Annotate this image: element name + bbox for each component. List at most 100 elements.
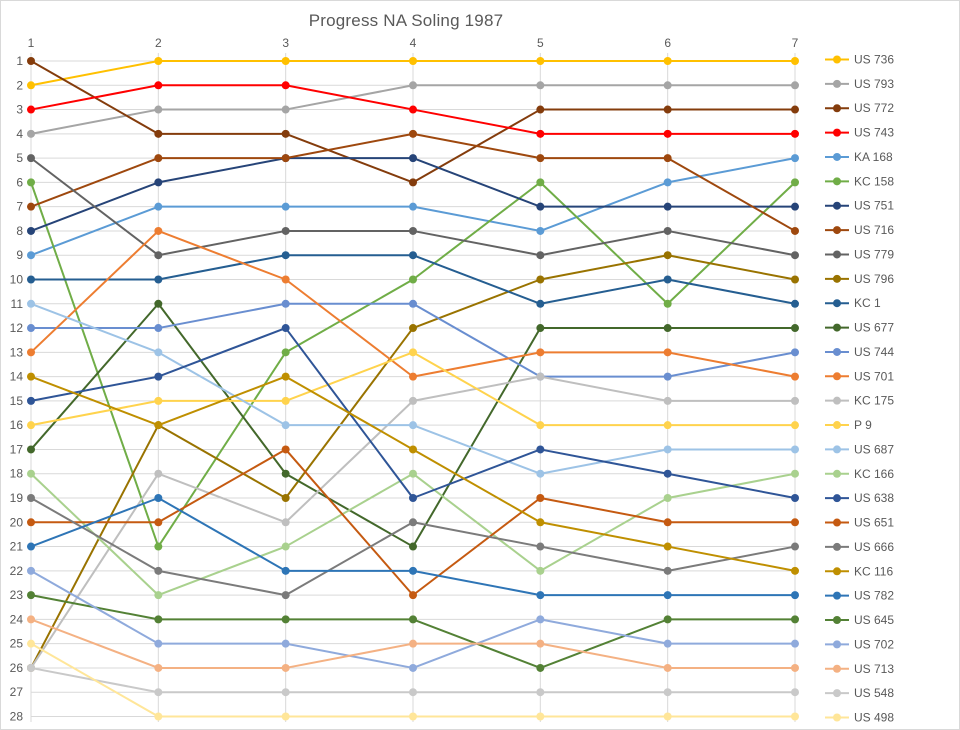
legend-swatch-dot-us-702 [833, 640, 841, 649]
series-point-us-736 [791, 57, 799, 65]
series-point-us-645 [663, 615, 672, 624]
series-point-us-702 [791, 639, 799, 648]
legend-label-us-743[interactable]: US 743 [854, 126, 894, 140]
legend-label-kc-175[interactable]: KC 175 [854, 394, 894, 408]
series-point-us-716 [281, 154, 290, 163]
legend-label-us-744[interactable]: US 744 [854, 345, 894, 359]
series-point-us-666 [27, 494, 35, 502]
series-point-p-9 [663, 421, 672, 430]
series-point-kc-166 [409, 469, 417, 478]
legend-label-us-736[interactable]: US 736 [854, 53, 894, 67]
legend-label-us-796[interactable]: US 796 [854, 272, 894, 286]
legend-label-us-772[interactable]: US 772 [854, 101, 894, 115]
legend-swatch-dot-us-687 [833, 445, 841, 454]
series-point-us-638 [536, 445, 545, 454]
series-point-kc-158 [409, 275, 417, 284]
legend-swatch-dot-kc-175 [833, 396, 841, 405]
series-point-kc-166 [791, 469, 799, 478]
series-point-kc-175 [791, 396, 799, 405]
legend-label-us-782[interactable]: US 782 [854, 589, 894, 603]
legend-label-us-713[interactable]: US 713 [854, 662, 894, 676]
series-point-us-744 [409, 299, 417, 308]
y-axis-label: 25 [10, 637, 24, 651]
series-point-kc-166 [154, 591, 163, 600]
series-point-kc-1 [663, 275, 672, 284]
series-point-us-772 [663, 105, 672, 114]
legend-label-us-702[interactable]: US 702 [854, 637, 894, 651]
legend-label-us-701[interactable]: US 701 [854, 369, 894, 383]
y-axis-label: 23 [10, 588, 24, 602]
series-point-us-793 [536, 81, 545, 90]
y-axis-label: 2 [16, 78, 23, 92]
legend-swatch-dot-us-736 [833, 55, 841, 64]
series-point-us-744 [154, 324, 163, 333]
series-point-ka-168 [663, 178, 672, 187]
legend-label-kc-1[interactable]: KC 1 [854, 296, 881, 310]
legend-label-us-687[interactable]: US 687 [854, 442, 894, 456]
series-point-us-645 [154, 615, 163, 624]
series-point-us-548 [281, 688, 290, 697]
legend-label-us-651[interactable]: US 651 [854, 516, 894, 530]
legend-swatch-dot-kc-116 [833, 567, 841, 576]
series-point-us-651 [663, 518, 672, 527]
series-point-kc-175 [409, 396, 417, 405]
y-axis-label: 8 [16, 224, 23, 238]
series-point-us-793 [27, 129, 35, 138]
legend-swatch-dot-us-744 [833, 347, 841, 356]
legend-label-kc-158[interactable]: KC 158 [854, 174, 894, 188]
series-point-us-687 [409, 421, 417, 430]
legend-label-us-677[interactable]: US 677 [854, 321, 894, 335]
series-point-us-677 [536, 324, 545, 333]
legend-label-us-638[interactable]: US 638 [854, 491, 894, 505]
y-axis-label: 18 [10, 467, 24, 481]
series-point-p-9 [281, 396, 290, 405]
legend-swatch-dot-us-796 [833, 274, 841, 283]
series-point-us-782 [663, 591, 672, 600]
series-point-us-743 [409, 105, 417, 114]
series-point-ka-168 [27, 251, 35, 260]
series-point-us-796 [791, 275, 799, 284]
legend-label-ka-168[interactable]: KA 168 [854, 150, 893, 164]
series-point-us-782 [281, 566, 290, 575]
series-point-us-796 [536, 275, 545, 284]
legend-label-p-9[interactable]: P 9 [854, 418, 872, 432]
series-point-kc-116 [409, 445, 417, 454]
legend-label-us-716[interactable]: US 716 [854, 223, 894, 237]
legend-label-kc-166[interactable]: KC 166 [854, 467, 894, 481]
legend-label-us-645[interactable]: US 645 [854, 613, 894, 627]
x-axis-label: 5 [537, 36, 544, 50]
legend-label-us-793[interactable]: US 793 [854, 77, 894, 91]
legend-label-us-548[interactable]: US 548 [854, 686, 894, 700]
series-point-us-743 [281, 81, 290, 90]
series-point-us-751 [536, 202, 545, 211]
series-point-us-638 [154, 372, 163, 381]
series-point-kc-175 [536, 372, 545, 381]
y-axis-label: 5 [16, 151, 23, 165]
legend-swatch-dot-us-701 [833, 372, 841, 381]
legend-label-us-779[interactable]: US 779 [854, 247, 894, 261]
series-point-us-743 [791, 129, 799, 138]
legend-label-us-666[interactable]: US 666 [854, 540, 894, 554]
series-point-us-687 [281, 421, 290, 430]
x-axis-label: 6 [664, 36, 671, 50]
series-point-us-751 [791, 202, 799, 211]
series-point-kc-116 [791, 566, 799, 575]
series-point-kc-158 [536, 178, 545, 187]
series-point-us-638 [409, 494, 417, 502]
legend-label-us-751[interactable]: US 751 [854, 199, 894, 213]
series-point-us-713 [791, 663, 799, 672]
series-point-us-779 [791, 251, 799, 260]
series-point-us-548 [536, 688, 545, 697]
y-axis-label: 24 [10, 612, 24, 626]
series-point-us-782 [27, 542, 35, 551]
series-point-us-645 [281, 615, 290, 624]
y-axis-label: 4 [16, 127, 23, 141]
series-point-us-638 [791, 494, 799, 502]
series-point-ka-168 [536, 226, 545, 235]
series-point-us-751 [27, 226, 35, 235]
series-point-us-736 [663, 57, 672, 65]
series-point-us-651 [154, 518, 163, 527]
legend-swatch-dot-us-713 [833, 664, 841, 673]
legend-label-us-498[interactable]: US 498 [854, 710, 894, 724]
legend-label-kc-116[interactable]: KC 116 [854, 564, 893, 578]
